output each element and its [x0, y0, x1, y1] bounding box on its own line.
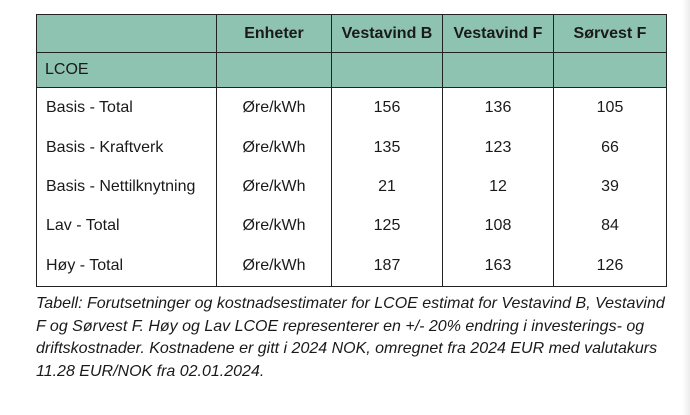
cell-vestavind-f: 136 — [442, 87, 554, 128]
section-cell — [331, 52, 443, 88]
table-row: Høy - Total Øre/kWh 187 163 126 — [36, 245, 667, 287]
section-cell — [216, 52, 332, 88]
row-unit: Øre/kWh — [216, 167, 332, 206]
section-row-lcoe: LCOE — [36, 52, 667, 88]
table-row: Basis - Nettilknytning Øre/kWh 21 12 39 — [36, 167, 667, 206]
row-label: Lav - Total — [36, 206, 217, 245]
cell-vestavind-b: 135 — [331, 128, 443, 167]
table-row: Lav - Total Øre/kWh 125 108 84 — [36, 206, 667, 245]
row-unit: Øre/kWh — [216, 206, 332, 245]
table-header-row: Enheter Vestavind B Vestavind F Sørvest … — [36, 14, 667, 53]
cell-sorvest-f: 105 — [553, 87, 667, 128]
section-cell — [553, 52, 667, 88]
cell-vestavind-b: 125 — [331, 206, 443, 245]
cell-vestavind-f: 12 — [442, 167, 554, 206]
row-unit: Øre/kWh — [216, 245, 332, 287]
cell-vestavind-b: 187 — [331, 245, 443, 287]
row-label: Høy - Total — [36, 245, 217, 287]
column-header-empty — [36, 14, 217, 53]
section-label: LCOE — [36, 52, 217, 88]
row-label: Basis - Kraftverk — [36, 128, 217, 167]
cell-vestavind-b: 156 — [331, 87, 443, 128]
row-label: Basis - Total — [36, 87, 217, 128]
cell-sorvest-f: 84 — [553, 206, 667, 245]
column-header-unit: Enheter — [216, 14, 332, 53]
column-header-sorvest-f: Sørvest F — [553, 14, 667, 53]
table-caption: Tabell: Forutsetninger og kostnadsestima… — [36, 295, 665, 380]
section-cell — [442, 52, 554, 88]
row-label: Basis - Nettilknytning — [36, 167, 217, 206]
row-unit: Øre/kWh — [216, 128, 332, 167]
cell-vestavind-f: 163 — [442, 245, 554, 287]
column-header-vestavind-f: Vestavind F — [442, 14, 554, 53]
column-header-vestavind-b: Vestavind B — [331, 14, 443, 53]
row-unit: Øre/kWh — [216, 87, 332, 128]
cell-sorvest-f: 66 — [553, 128, 667, 167]
cell-sorvest-f: 126 — [553, 245, 667, 287]
table-row: Basis - Kraftverk Øre/kWh 135 123 66 — [36, 128, 667, 167]
lcoe-table: Enheter Vestavind B Vestavind F Sørvest … — [36, 14, 667, 287]
cell-vestavind-f: 123 — [442, 128, 554, 167]
scroll-edge-shadow — [682, 0, 690, 415]
table-row: Basis - Total Øre/kWh 156 136 105 — [36, 87, 667, 128]
cell-vestavind-f: 108 — [442, 206, 554, 245]
cell-sorvest-f: 39 — [553, 167, 667, 206]
cell-vestavind-b: 21 — [331, 167, 443, 206]
